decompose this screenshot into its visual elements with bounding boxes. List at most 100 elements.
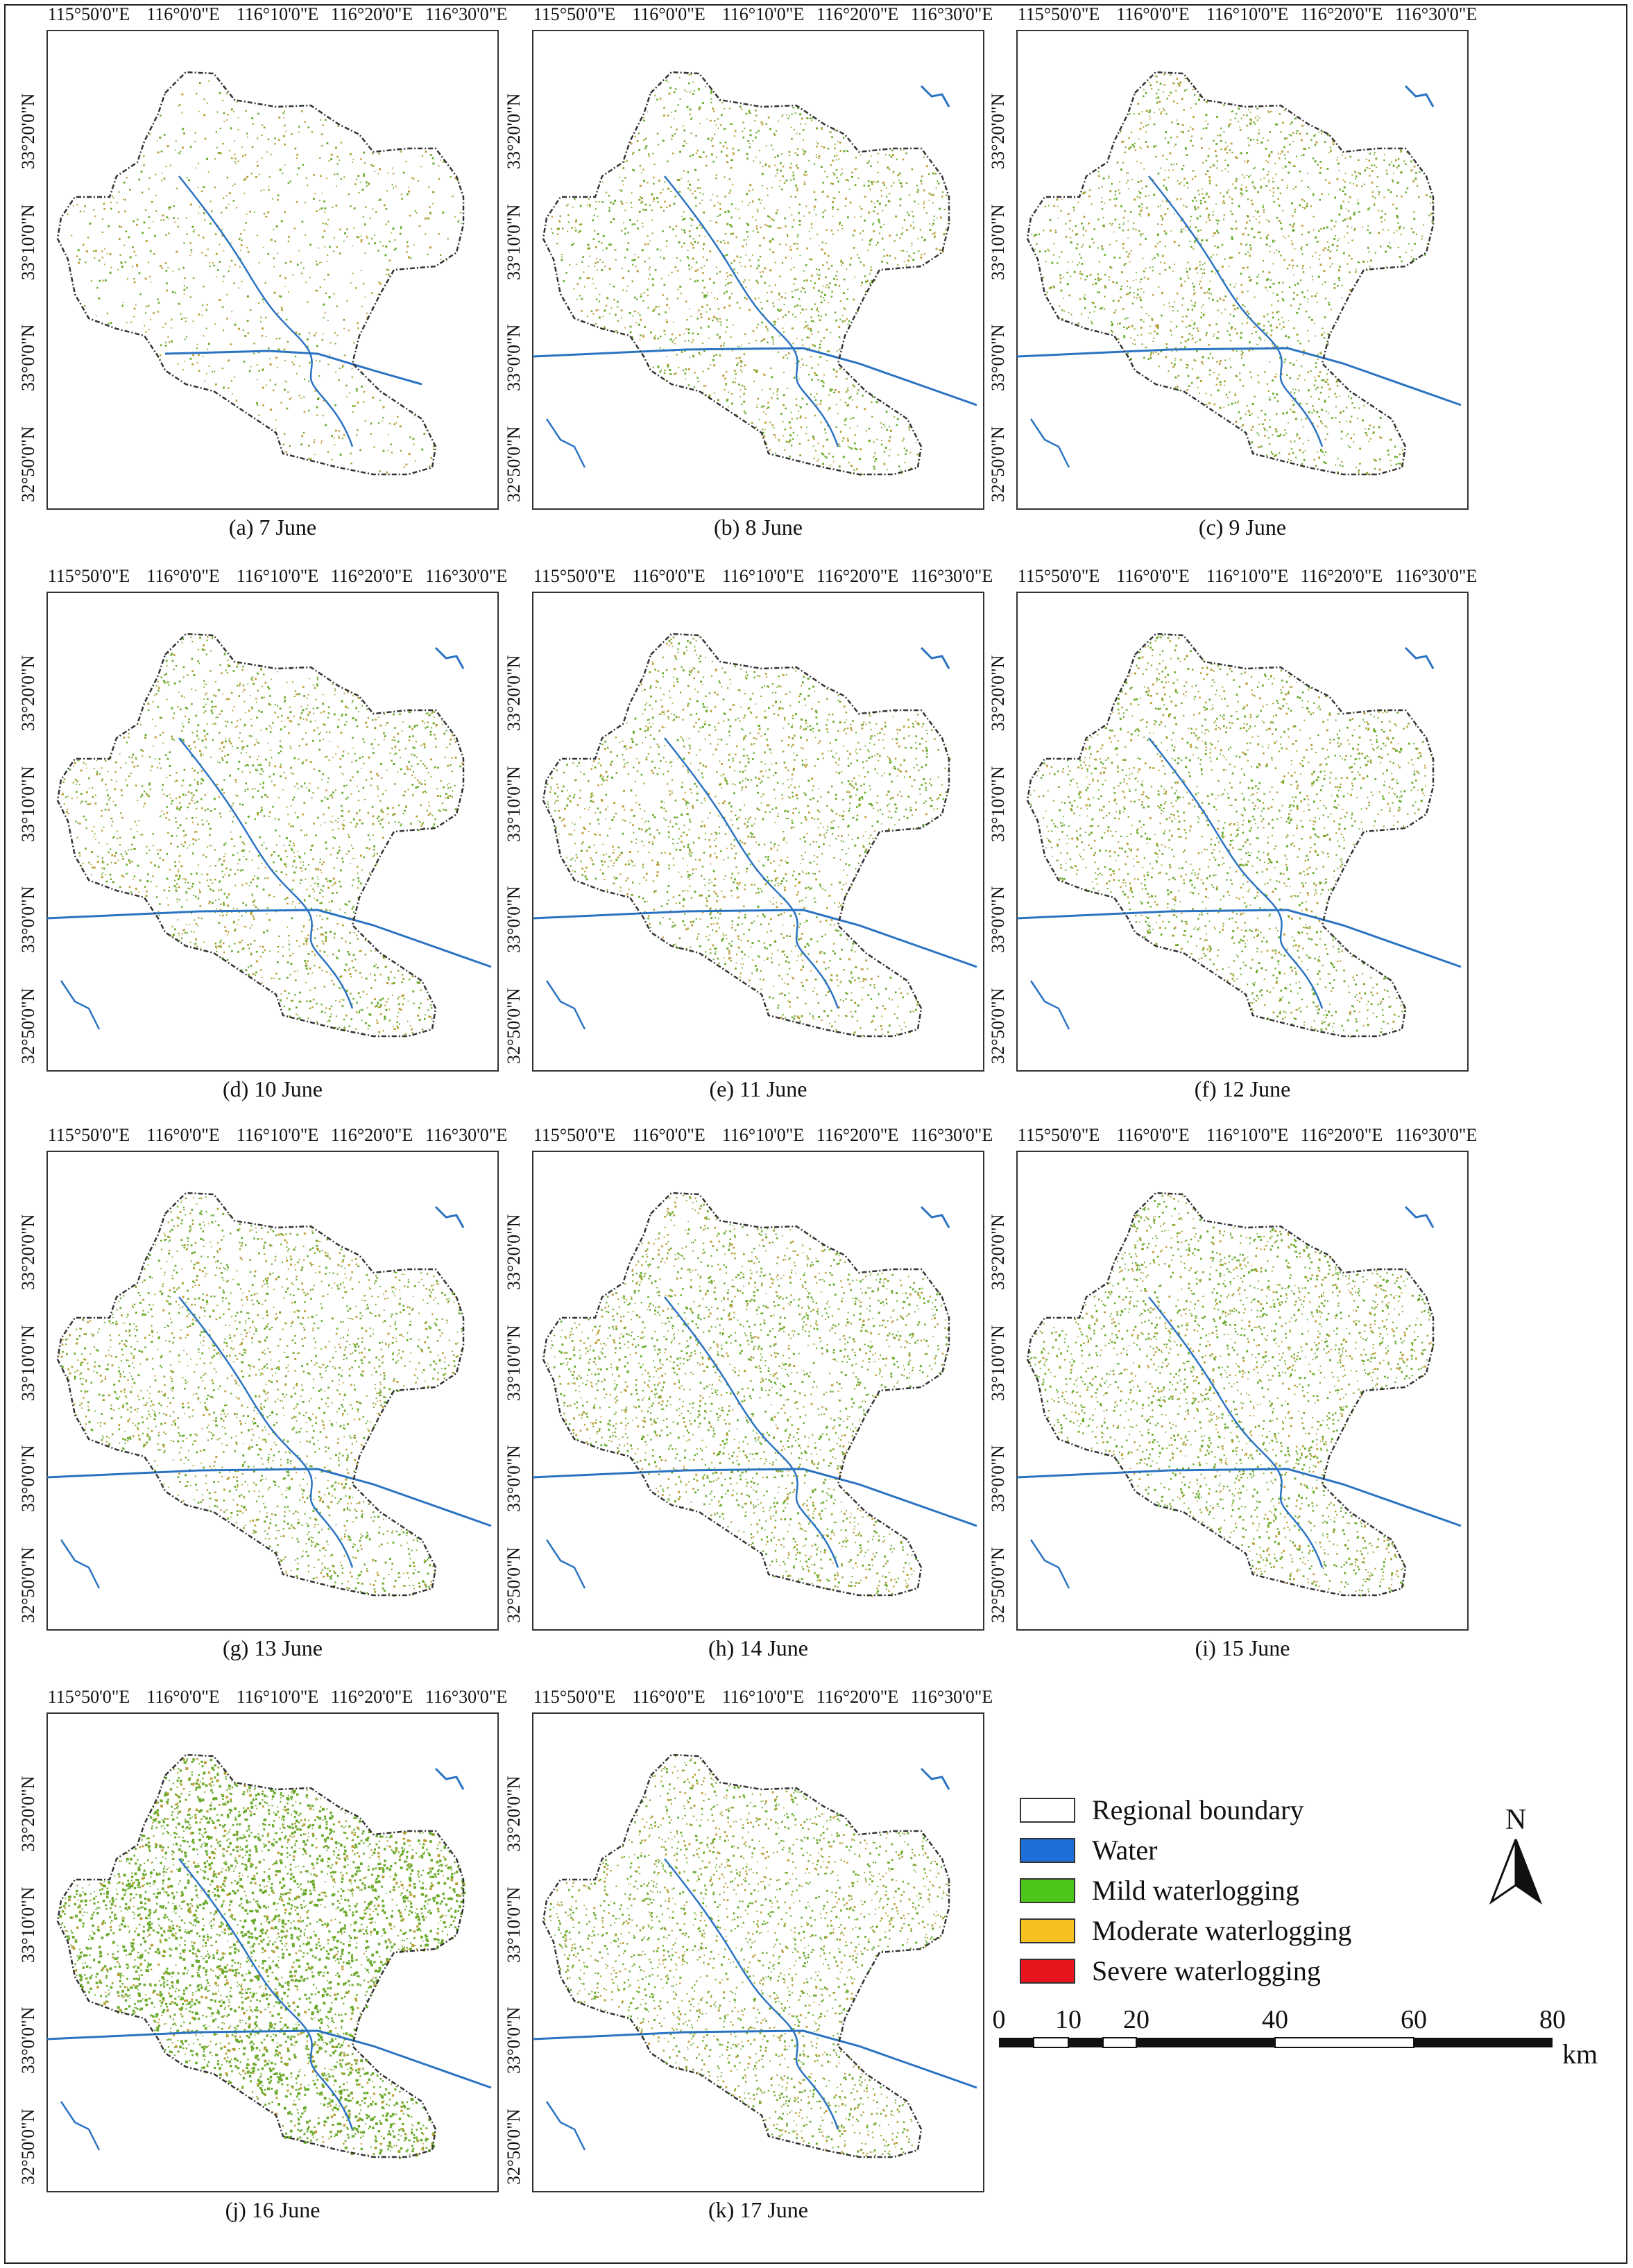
- longitude-label: 116°0'0"E: [1116, 566, 1190, 587]
- panel-caption: (d) 10 June: [47, 1076, 498, 1102]
- map-panel: 115°50'0"E 116°0'0"E 116°10'0"E 116°20'0"E 1…: [504, 4, 993, 540]
- latitude-label: 33°0'0"N: [988, 886, 1009, 953]
- map-panel: 115°50'0"E 116°0'0"E 116°10'0"E 116°20'0"E 1…: [988, 4, 1477, 540]
- waterlogging-pixels: [544, 1755, 950, 2158]
- latitude-label: 33°20'0"N: [504, 1776, 524, 1852]
- legend-label: Water: [1092, 1834, 1158, 1866]
- river: [1148, 737, 1324, 1009]
- longitude-label: 116°30'0"E: [911, 4, 993, 25]
- latitude-label: 32°50'0"N: [18, 2109, 39, 2185]
- longitude-label: 116°0'0"E: [146, 1687, 220, 1708]
- map-panel: 115°50'0"E 116°0'0"E 116°10'0"E 116°20'0"E 1…: [988, 566, 1477, 1101]
- map-canvas: [1016, 592, 1469, 1072]
- canal: [1016, 347, 1462, 406]
- latitude-label: 32°50'0"N: [504, 1547, 524, 1623]
- lake: [1404, 646, 1435, 669]
- canal: [532, 347, 977, 406]
- longitude-label: 116°10'0"E: [237, 1125, 319, 1146]
- latitude-label: 33°20'0"N: [988, 94, 1009, 169]
- longitude-label: 116°20'0"E: [816, 1125, 899, 1146]
- lake: [920, 646, 950, 669]
- river-southwest: [60, 2101, 101, 2151]
- latitude-label: 32°50'0"N: [18, 427, 39, 502]
- panel-caption: (a) 7 June: [47, 515, 498, 540]
- river: [664, 175, 839, 447]
- latitude-label: 33°20'0"N: [18, 1214, 39, 1290]
- latitude-label: 33°10'0"N: [988, 766, 1009, 842]
- canal: [532, 909, 977, 968]
- longitude-label: 116°10'0"E: [722, 4, 805, 25]
- map-panel: 115°50'0"E 116°0'0"E 116°10'0"E 116°20'0"E 1…: [18, 4, 507, 540]
- longitude-label: 116°10'0"E: [722, 566, 805, 587]
- latitude-label: 32°50'0"N: [504, 2109, 524, 2185]
- regional-boundary: [1026, 1192, 1435, 1597]
- longitude-label: 116°20'0"E: [331, 566, 413, 587]
- legend-label: Moderate waterlogging: [1092, 1914, 1351, 1947]
- panel-caption: (k) 17 June: [533, 2197, 984, 2223]
- panel-caption: (c) 9 June: [1017, 515, 1468, 540]
- longitude-label: 116°0'0"E: [146, 4, 220, 25]
- latitude-label: 33°10'0"N: [504, 1325, 524, 1401]
- river: [178, 175, 354, 447]
- latitude-label: 33°0'0"N: [504, 886, 524, 953]
- river-southwest: [1029, 1539, 1070, 1589]
- scale-tick-label: 60: [1401, 2004, 1427, 2035]
- longitude-label: 115°50'0"E: [1018, 4, 1100, 25]
- longitude-label: 116°10'0"E: [722, 1687, 805, 1708]
- river: [1148, 1296, 1324, 1568]
- river-southwest: [1029, 980, 1070, 1030]
- waterlogging-pixels: [58, 1196, 465, 1597]
- latitude-label: 33°20'0"N: [18, 1776, 39, 1852]
- longitude-label: 116°30'0"E: [911, 1687, 993, 1708]
- map-canvas: [46, 30, 499, 510]
- lake: [920, 85, 950, 108]
- longitude-label: 115°50'0"E: [1018, 1125, 1100, 1146]
- longitude-label: 116°20'0"E: [1301, 566, 1383, 587]
- longitude-label: 116°0'0"E: [146, 1125, 220, 1146]
- latitude-label: 33°10'0"N: [18, 1325, 39, 1401]
- map-panel: 115°50'0"E 116°0'0"E 116°10'0"E 116°20'0"E 1…: [504, 566, 993, 1101]
- longitude-label: 116°30'0"E: [911, 1125, 993, 1146]
- longitude-label: 116°30'0"E: [425, 1687, 508, 1708]
- latitude-label: 33°20'0"N: [988, 655, 1009, 731]
- longitude-label: 116°20'0"E: [331, 4, 413, 25]
- legend-label: Mild waterlogging: [1092, 1874, 1299, 1907]
- map-panel: 115°50'0"E 116°0'0"E 116°10'0"E 116°20'0"E 1…: [18, 1687, 507, 2222]
- lake: [1404, 1205, 1435, 1228]
- map-frame: [532, 1151, 984, 1631]
- longitude-label: 116°10'0"E: [1206, 1125, 1289, 1146]
- longitude-label: 116°0'0"E: [146, 566, 220, 587]
- figure-frame: [4, 4, 1627, 2264]
- waterlogging-pixels: [61, 635, 464, 1037]
- map-frame: [46, 592, 499, 1072]
- longitude-label: 115°50'0"E: [1018, 566, 1100, 587]
- waterlogging-pixels: [551, 73, 950, 476]
- waterlogging-pixels: [1030, 73, 1434, 476]
- latitude-label: 33°20'0"N: [504, 1214, 524, 1290]
- lake: [1404, 85, 1435, 108]
- river: [1148, 175, 1324, 447]
- panel-caption: (f) 12 June: [1017, 1076, 1468, 1102]
- longitude-label: 116°0'0"E: [632, 566, 706, 587]
- lake: [434, 646, 465, 669]
- lake: [920, 1767, 950, 1790]
- latitude-label: 33°0'0"N: [18, 325, 39, 391]
- river-southwest: [60, 1539, 101, 1589]
- north-arrow: N: [1485, 1803, 1547, 1907]
- latitude-label: 33°20'0"N: [504, 655, 524, 731]
- map-frame: [1016, 592, 1469, 1072]
- latitude-label: 32°50'0"N: [988, 427, 1009, 502]
- longitude-label: 116°10'0"E: [1206, 566, 1289, 587]
- waterlogging-pixels: [59, 1758, 466, 2159]
- longitude-label: 116°20'0"E: [816, 566, 899, 587]
- waterlogging-pixels: [547, 636, 951, 1036]
- map-panel: 115°50'0"E 116°0'0"E 116°10'0"E 116°20'0"E 1…: [504, 1687, 993, 2222]
- latitude-label: 33°10'0"N: [988, 1325, 1009, 1401]
- longitude-label: 115°50'0"E: [533, 1125, 616, 1146]
- lake: [434, 1767, 465, 1790]
- longitude-label: 115°50'0"E: [48, 566, 130, 587]
- longitude-label: 116°10'0"E: [237, 566, 319, 587]
- legend-swatch: [1020, 1918, 1075, 1943]
- longitude-label: 115°50'0"E: [48, 1687, 130, 1708]
- latitude-label: 33°10'0"N: [988, 205, 1009, 280]
